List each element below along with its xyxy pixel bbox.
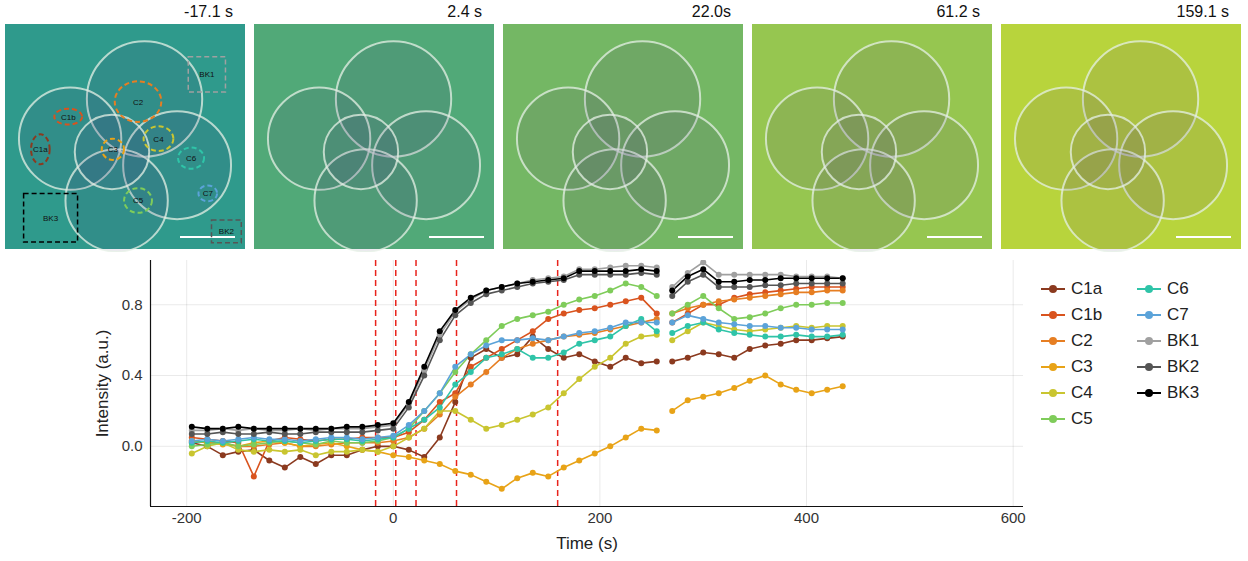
html-text:BK3: BK3	[1167, 383, 1200, 402]
html-text:C2: C2	[1071, 331, 1093, 350]
svg-text:C7: C7	[203, 189, 214, 198]
svg-text:22.0s: 22.0s	[692, 3, 731, 20]
svg-text:400: 400	[794, 509, 819, 526]
html-text:BK2: BK2	[1167, 357, 1200, 376]
svg-text:C6: C6	[186, 154, 197, 163]
html-text:C4: C4	[1071, 383, 1093, 402]
svg-text:C4: C4	[153, 135, 164, 144]
svg-text:0.0: 0.0	[122, 437, 143, 454]
svg-text:C3: C3	[108, 145, 119, 154]
html-text:C1b: C1b	[1071, 305, 1103, 324]
svg-text:Time (s): Time (s)	[556, 534, 618, 553]
svg-text:0.8: 0.8	[122, 296, 143, 313]
svg-text:600: 600	[1001, 509, 1026, 526]
svg-text:-17.1 s: -17.1 s	[184, 3, 233, 20]
svg-text:C5: C5	[133, 196, 144, 205]
html-text:C7: C7	[1167, 305, 1189, 324]
svg-text:C1a: C1a	[33, 145, 48, 154]
svg-text:BK2: BK2	[219, 227, 235, 236]
svg-text:C1b: C1b	[61, 113, 76, 122]
svg-text:C2: C2	[133, 98, 144, 107]
svg-text:0: 0	[389, 509, 397, 526]
svg-text:159.1 s: 159.1 s	[1177, 3, 1229, 20]
svg-text:2.4 s: 2.4 s	[447, 3, 482, 20]
html-text:C3: C3	[1071, 357, 1093, 376]
svg-text:Intensity (a.u.): Intensity (a.u.)	[93, 330, 112, 438]
svg-text:200: 200	[587, 509, 612, 526]
html-text:C6: C6	[1167, 279, 1189, 298]
html-text:C1a: C1a	[1071, 279, 1103, 298]
svg-text:-200: -200	[172, 509, 202, 526]
html-text:C5: C5	[1071, 409, 1093, 428]
svg-text:BK1: BK1	[199, 70, 215, 79]
svg-text:BK3: BK3	[43, 214, 59, 223]
svg-text:0.4: 0.4	[122, 366, 143, 383]
svg-text:61.2 s: 61.2 s	[936, 3, 980, 20]
html-text:BK1: BK1	[1167, 331, 1200, 350]
